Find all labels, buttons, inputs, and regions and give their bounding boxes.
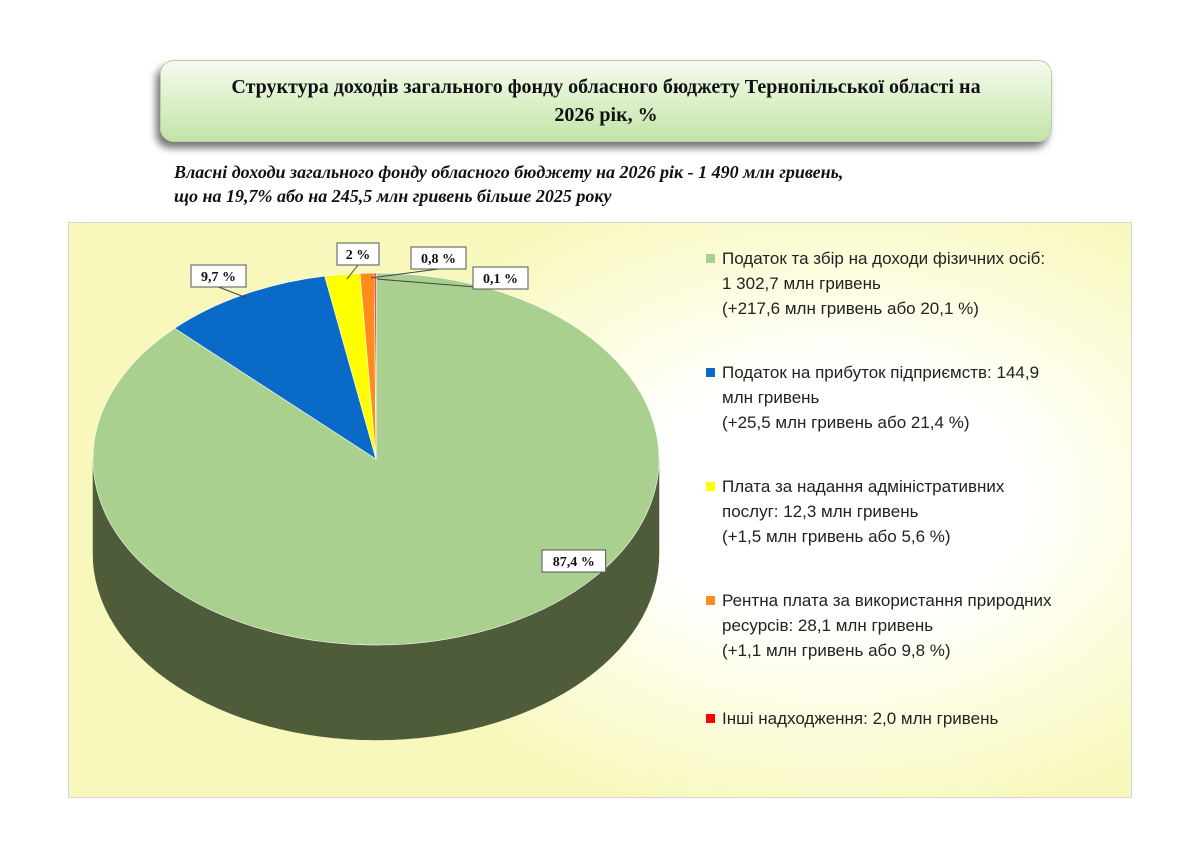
chart-area: 87,4 % 9,7 % 2 % 0,8 % 0,1 % xyxy=(68,222,1132,798)
data-label-0: 87,4 % xyxy=(541,549,607,573)
legend-line-0-0: Податок та збір на доходи фізичних осіб: xyxy=(722,249,1046,268)
legend-text-1: Податок на прибуток підприємств: 144,9 мл… xyxy=(722,360,1039,435)
legend-line-3-0: Рентна плата за використання природних xyxy=(722,591,1052,610)
chart-subtitle: Власні доходи загального фонду обласного… xyxy=(174,160,1074,208)
legend-swatch-0 xyxy=(706,254,715,263)
data-label-text-3: 0,8 % xyxy=(421,252,456,267)
leader-line-3 xyxy=(370,268,439,279)
chart-title: Структура доходів загального фонду облас… xyxy=(231,73,980,129)
data-label-box-0 xyxy=(541,549,607,573)
legend-swatch-4 xyxy=(706,714,715,723)
legend-line-3-2: (+1,1 млн гривень або 9,8 %) xyxy=(722,641,951,660)
legend-line-2-1: послуг: 12,3 млн гривень xyxy=(722,502,919,521)
pie-slice-4 xyxy=(373,272,377,460)
legend-line-1-0: Податок на прибуток підприємств: 144,9 xyxy=(722,363,1040,382)
leader-line-1 xyxy=(218,286,248,299)
legend-swatch-1 xyxy=(706,368,715,377)
legend-line-3-1: ресурсів: 28,1 млн гривень xyxy=(722,616,934,635)
legend-swatch-2 xyxy=(706,482,715,491)
data-label-text-0: 87,4 % xyxy=(553,555,595,570)
data-label-4: 0,1 % xyxy=(376,266,529,290)
chart-title-line2: 2026 рік, % xyxy=(554,104,658,126)
data-label-text-1: 9,7 % xyxy=(201,270,236,285)
pie-slice-0 xyxy=(92,272,660,646)
data-label-box-2 xyxy=(336,242,380,266)
data-label-3: 0,8 % xyxy=(370,246,467,279)
legend-line-4-0: Інші надходження: 2,0 млн гривень xyxy=(722,709,999,728)
data-label-text-4: 0,1 % xyxy=(483,272,518,287)
legend-text-0: Податок та збір на доходи фізичних осіб:… xyxy=(722,246,1045,321)
data-label-1: 9,7 % xyxy=(190,264,248,299)
data-label-box-4 xyxy=(472,266,529,290)
pie-slice-1 xyxy=(174,275,377,460)
legend-text-4: Інші надходження: 2,0 млн гривень xyxy=(722,706,998,731)
data-label-text-2: 2 % xyxy=(346,248,371,263)
legend-line-1-1: млн гривень xyxy=(722,388,820,407)
subtitle-line1: Власні доходи загального фонду обласного… xyxy=(174,162,844,182)
legend-line-2-0: Плата за надання адміністративних xyxy=(722,477,1005,496)
legend-swatch-3 xyxy=(706,596,715,605)
data-label-2: 2 % xyxy=(336,242,380,280)
pie-chart: 87,4 % 9,7 % 2 % 0,8 % 0,1 % xyxy=(92,242,660,741)
legend-line-1-2: (+25,5 млн гривень або 21,4 %) xyxy=(722,413,970,432)
data-label-box-3 xyxy=(410,246,467,270)
legend-text-3: Рентна плата за використання природних ре… xyxy=(722,588,1052,663)
legend-line-0-1: 1 302,7 млн гривень xyxy=(722,274,881,293)
leader-line-2 xyxy=(346,264,359,280)
data-label-box-1 xyxy=(190,264,247,288)
legend-text-2: Плата за надання адміністративних послуг:… xyxy=(722,474,1004,549)
chart-title-line1: Структура доходів загального фонду облас… xyxy=(231,76,981,98)
chart-title-box: Структура доходів загального фонду облас… xyxy=(160,60,1052,142)
legend-line-0-2: (+217,6 млн гривень або 20,1 %) xyxy=(722,299,979,318)
subtitle-line2: що на 19,7% або на 245,5 млн гривень біл… xyxy=(174,186,612,206)
legend-line-2-2: (+1,5 млн гривень або 5,6 %) xyxy=(722,527,951,546)
